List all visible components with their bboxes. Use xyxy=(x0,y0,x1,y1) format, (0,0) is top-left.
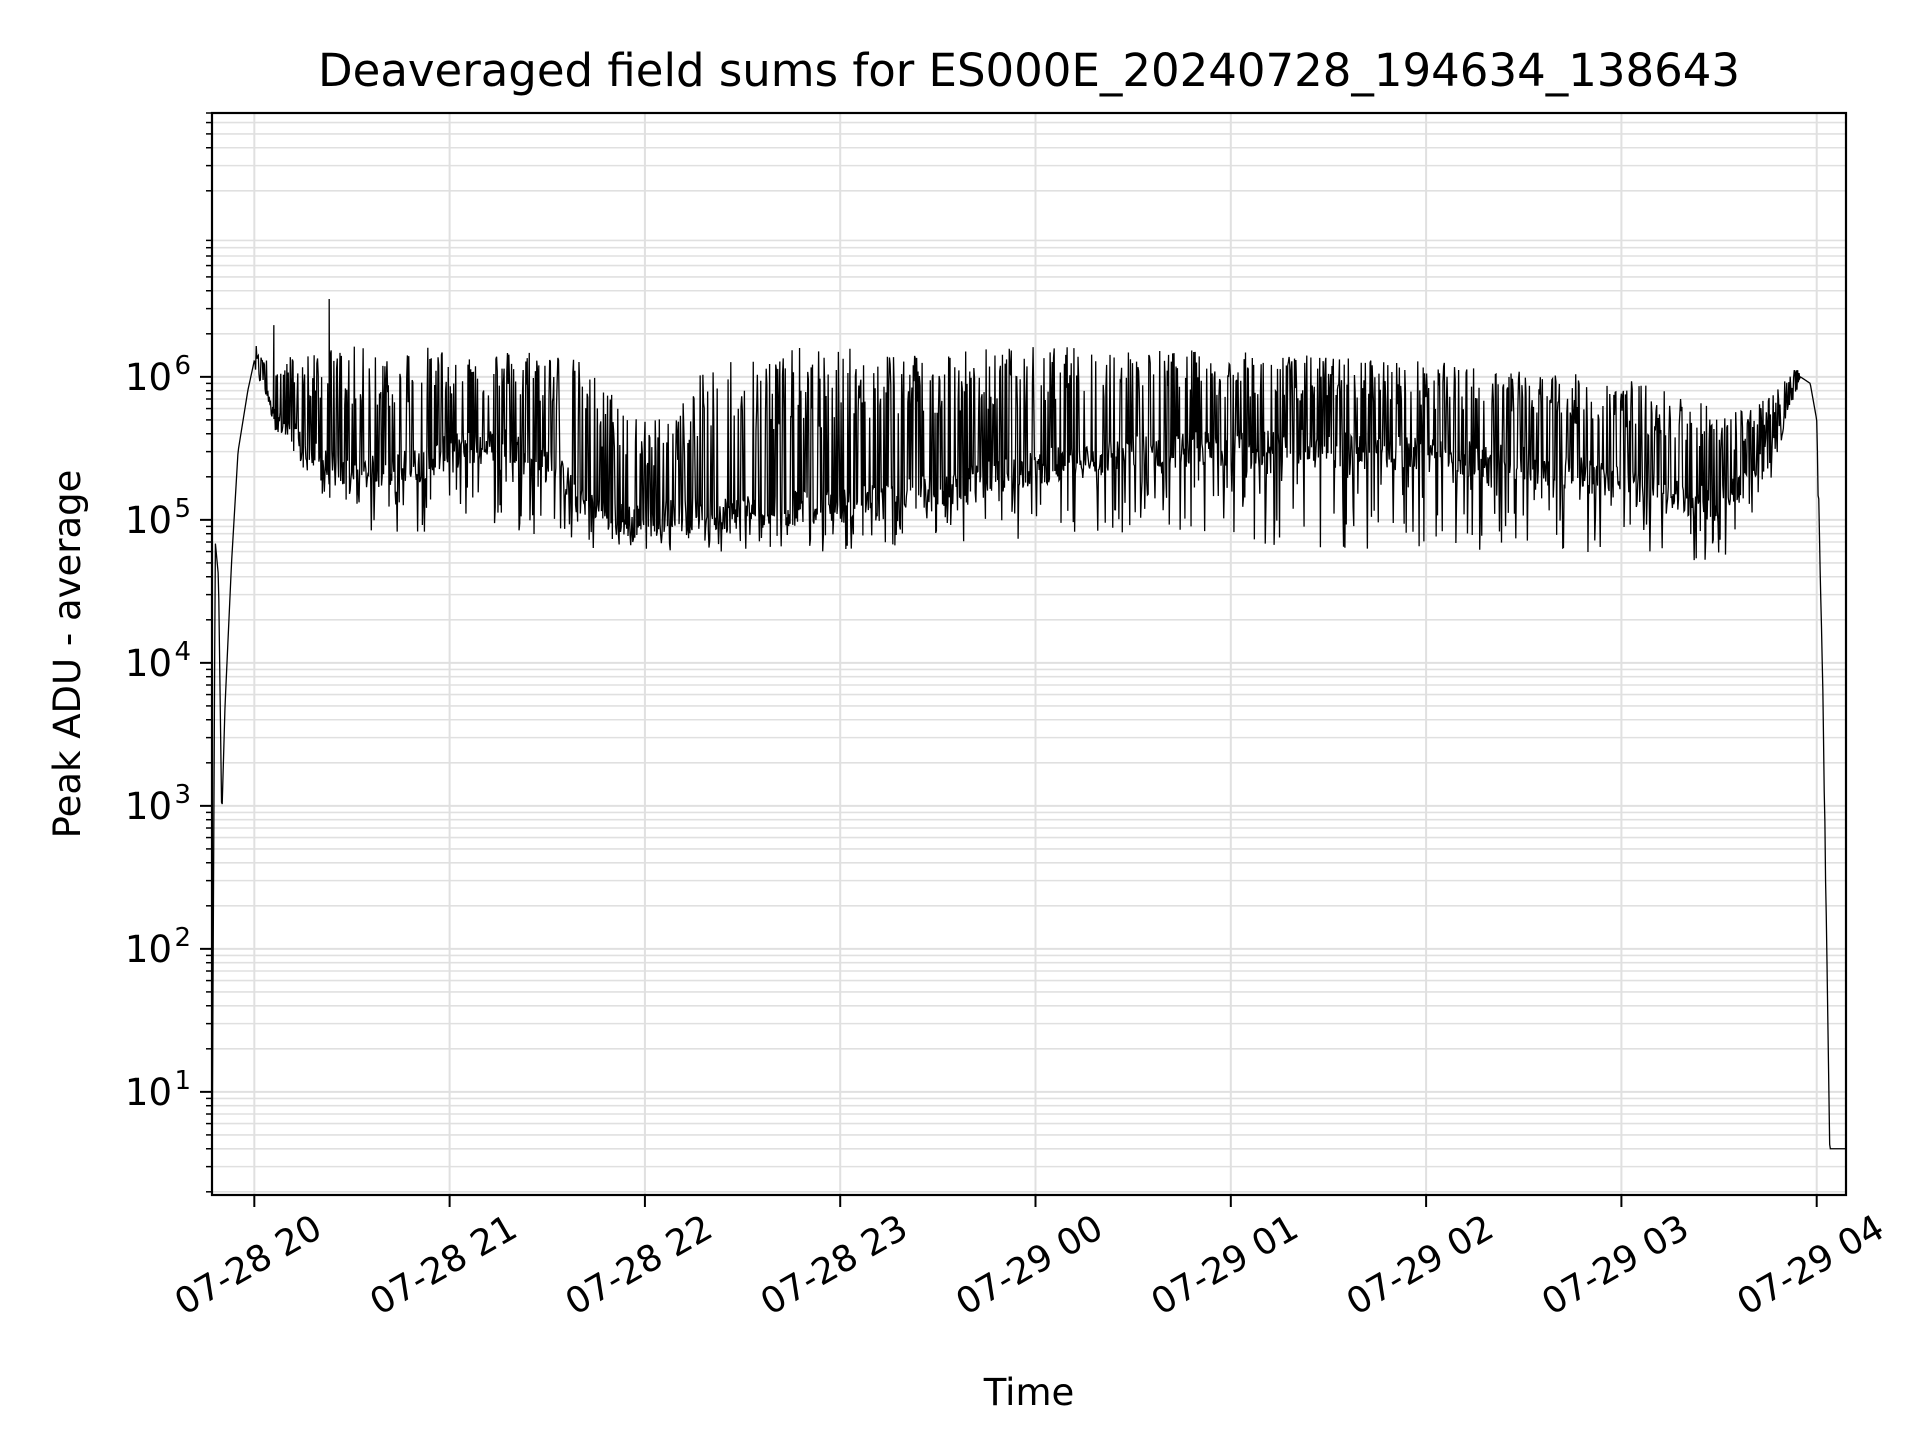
y-tick-label: 10 xyxy=(125,1071,172,1114)
line-series-clip xyxy=(212,299,1846,1192)
y-tick-label: 10 xyxy=(125,499,172,542)
y-axis-label: Peak ADU - average xyxy=(46,470,89,839)
minor-gridlines xyxy=(212,112,1846,1193)
plot-frame xyxy=(210,111,1848,1197)
y-tick-exponent: 1 xyxy=(174,1066,191,1096)
y-tick-exponent: 2 xyxy=(174,923,191,953)
y-tick-label: 10 xyxy=(125,356,172,399)
x-tick-label: 07-29 01 xyxy=(1145,1207,1306,1323)
x-tick-label: 07-28 22 xyxy=(559,1207,720,1323)
chart-title: Deaveraged field sums for ES000E_2024072… xyxy=(318,44,1740,97)
series-line xyxy=(212,299,1846,1192)
x-tick-label: 07-29 04 xyxy=(1731,1207,1892,1323)
y-tick-exponent: 3 xyxy=(174,780,191,810)
x-axis-label: Time xyxy=(983,1371,1075,1414)
series-layer xyxy=(212,299,1846,1192)
y-tick-exponent: 4 xyxy=(174,637,191,667)
plot-background xyxy=(212,113,1846,1195)
y-tick-label: 10 xyxy=(125,928,172,971)
major-gridlines xyxy=(212,113,1846,1195)
x-tick-label: 07-28 21 xyxy=(363,1207,524,1323)
y-tick-exponent: 5 xyxy=(174,494,191,524)
y-tick-exponent: 6 xyxy=(174,351,191,381)
x-axis-ticks: 07-28 20 07-28 21 07-28 22 07-28 23 07-29 00… xyxy=(168,1195,1891,1324)
x-tick-label: 07-28 20 xyxy=(168,1207,329,1323)
x-tick-label: 07-28 23 xyxy=(754,1207,915,1323)
y-tick-label: 10 xyxy=(125,785,172,828)
x-tick-label: 07-29 00 xyxy=(949,1207,1110,1323)
x-tick-label: 07-29 03 xyxy=(1535,1207,1696,1323)
x-tick-label: 07-29 02 xyxy=(1340,1207,1501,1323)
y-tick-label: 10 xyxy=(125,642,172,685)
